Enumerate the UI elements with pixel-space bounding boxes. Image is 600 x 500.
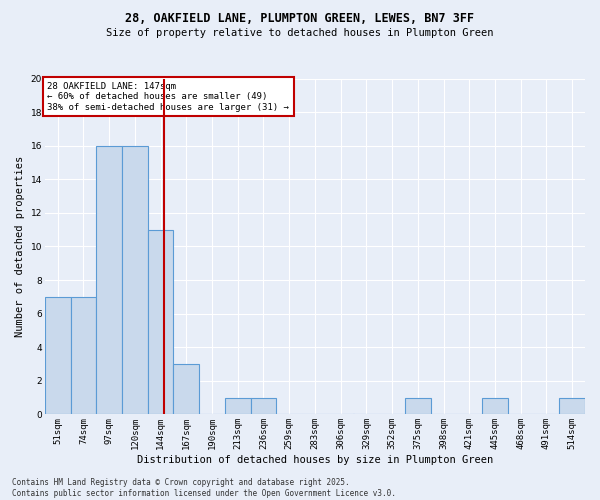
Bar — [405, 398, 431, 414]
Bar — [225, 398, 251, 414]
Bar — [71, 297, 96, 414]
Bar — [559, 398, 585, 414]
Bar — [45, 297, 71, 414]
Bar — [251, 398, 277, 414]
Bar — [148, 230, 173, 414]
Y-axis label: Number of detached properties: Number of detached properties — [15, 156, 25, 337]
Bar — [122, 146, 148, 414]
Bar — [96, 146, 122, 414]
X-axis label: Distribution of detached houses by size in Plumpton Green: Distribution of detached houses by size … — [137, 455, 493, 465]
Text: 28 OAKFIELD LANE: 147sqm
← 60% of detached houses are smaller (49)
38% of semi-d: 28 OAKFIELD LANE: 147sqm ← 60% of detach… — [47, 82, 289, 112]
Text: 28, OAKFIELD LANE, PLUMPTON GREEN, LEWES, BN7 3FF: 28, OAKFIELD LANE, PLUMPTON GREEN, LEWES… — [125, 12, 475, 26]
Bar — [173, 364, 199, 414]
Text: Size of property relative to detached houses in Plumpton Green: Size of property relative to detached ho… — [106, 28, 494, 38]
Text: Contains HM Land Registry data © Crown copyright and database right 2025.
Contai: Contains HM Land Registry data © Crown c… — [12, 478, 396, 498]
Bar — [482, 398, 508, 414]
